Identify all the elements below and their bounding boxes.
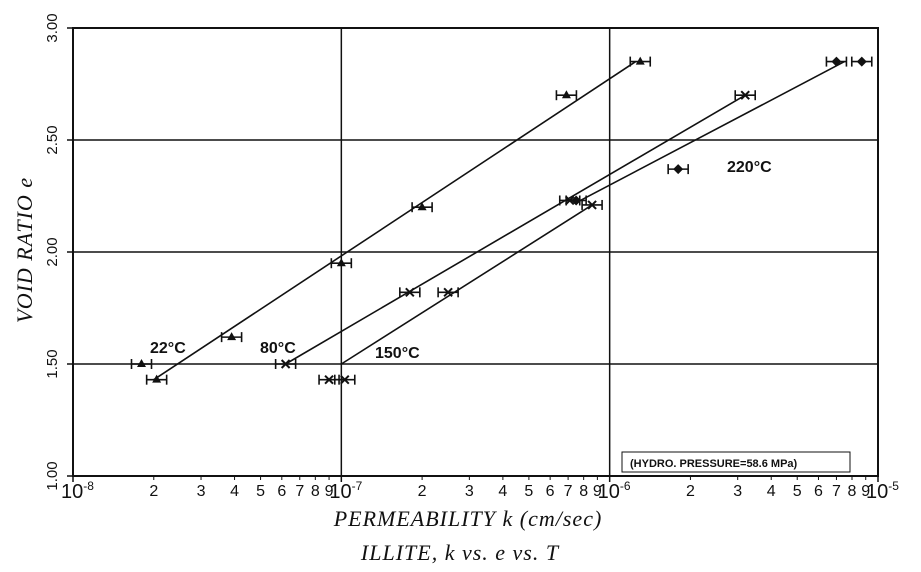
- y-tick-label: 2.50: [44, 125, 61, 154]
- diamond-marker: [571, 195, 582, 206]
- data-point: [333, 374, 356, 385]
- data-point: [437, 287, 459, 298]
- y-tick-labels: 1.00 1.50 2.00 2.50 3.00: [44, 13, 73, 491]
- y-tick-label: 1.00: [44, 461, 61, 490]
- x-minor-label: 8: [311, 483, 320, 500]
- diamond-marker: [673, 164, 684, 175]
- triangle-marker: [152, 374, 162, 383]
- triangle-marker: [561, 90, 571, 99]
- x-minor-label: 9: [325, 483, 334, 500]
- fit-line: [340, 204, 593, 365]
- triangle-marker: [417, 202, 427, 211]
- x-minor-label: 3: [733, 483, 742, 500]
- data-point: [145, 374, 168, 385]
- x-minor-label: 4: [767, 483, 776, 500]
- fit-line: [575, 60, 845, 204]
- data-point: [581, 199, 603, 210]
- x-minor-label: 8: [848, 483, 857, 500]
- x-marker: [405, 287, 415, 298]
- x-minor-label: 4: [498, 483, 507, 500]
- triangle-marker: [227, 332, 237, 341]
- x-minor-label: 5: [256, 483, 265, 500]
- x-decade-label: 10-8: [61, 479, 94, 503]
- series-label: 22°C: [150, 340, 186, 357]
- data-point: [565, 195, 587, 206]
- data-point: [399, 287, 421, 298]
- y-tick-label: 1.50: [44, 349, 61, 378]
- x-minor-label: 6: [814, 483, 823, 500]
- triangle-marker: [635, 56, 645, 65]
- x-marker: [340, 374, 350, 385]
- data-point: [274, 359, 297, 369]
- series-label: 150°C: [375, 345, 420, 362]
- diamond-marker: [831, 56, 842, 67]
- x-minor-label: 7: [564, 483, 573, 500]
- data-point: [220, 332, 243, 343]
- x-minor-label: 7: [832, 483, 841, 500]
- fit-line: [153, 60, 637, 381]
- x-minor-label: 9: [593, 483, 602, 500]
- fit-lines: [153, 60, 845, 381]
- series-label: 80°C: [260, 340, 296, 357]
- x-minor-label: 4: [230, 483, 239, 500]
- x-marker: [587, 200, 597, 210]
- data-point: [629, 56, 652, 67]
- x-minor-label: 2: [686, 483, 695, 500]
- x-minor-label: 6: [277, 483, 286, 500]
- x-minor-label: 3: [197, 483, 206, 500]
- pressure-annotation: (HYDRO. PRESSURE=58.6 MPa): [630, 458, 798, 470]
- x-minor-label: 8: [579, 483, 588, 500]
- data-point: [850, 56, 873, 67]
- x-axis-title: PERMEABILITY k (cm/sec): [333, 506, 603, 531]
- y-tick-label: 2.00: [44, 237, 61, 266]
- x-minor-label: 6: [546, 483, 555, 500]
- triangle-marker: [336, 258, 346, 267]
- data-point: [411, 202, 433, 213]
- y-axis-title: VOID RATIO e: [12, 177, 37, 323]
- fit-line: [285, 94, 746, 365]
- data-point: [330, 258, 353, 269]
- data-points: [130, 56, 873, 385]
- chart-title: ILLITE, k vs. e vs. T: [360, 540, 560, 565]
- triangle-marker: [136, 359, 146, 367]
- annotation-box: (HYDRO. PRESSURE=58.6 MPa): [621, 451, 851, 473]
- x-minor-label: 7: [295, 483, 304, 500]
- x-marker: [280, 359, 291, 369]
- data-point: [734, 90, 757, 101]
- series-labels: 22°C 80°C 150°C 220°C: [150, 159, 772, 362]
- data-point: [130, 359, 153, 369]
- x-minor-label: 5: [793, 483, 802, 500]
- data-point: [555, 90, 578, 101]
- x-minor-label: 2: [149, 483, 158, 500]
- x-marker: [740, 90, 750, 100]
- diamond-marker: [856, 56, 867, 67]
- x-marker: [324, 374, 334, 385]
- data-point: [825, 56, 848, 67]
- x-minor-label: 3: [465, 483, 474, 500]
- x-minor-label: 9: [861, 483, 870, 500]
- grid-lines: [73, 28, 878, 476]
- data-point: [667, 164, 689, 175]
- x-decade-label: 10-6: [598, 479, 631, 503]
- y-tick-label: 3.00: [44, 13, 61, 42]
- x-minor-label: 5: [524, 483, 533, 500]
- series-label: 220°C: [727, 159, 772, 176]
- x-minor-label: 2: [418, 483, 427, 500]
- x-decade-label: 10-7: [329, 479, 362, 503]
- x-tick-labels: 10-8 10-7 10-6 10-52 3 4 5 6 7 8 9 2 3 4 5 6 7 8 9 2 3 4 5 6 7 8 9: [61, 476, 899, 503]
- x-marker: [443, 287, 453, 298]
- x-decade-label: 10-5: [866, 479, 899, 503]
